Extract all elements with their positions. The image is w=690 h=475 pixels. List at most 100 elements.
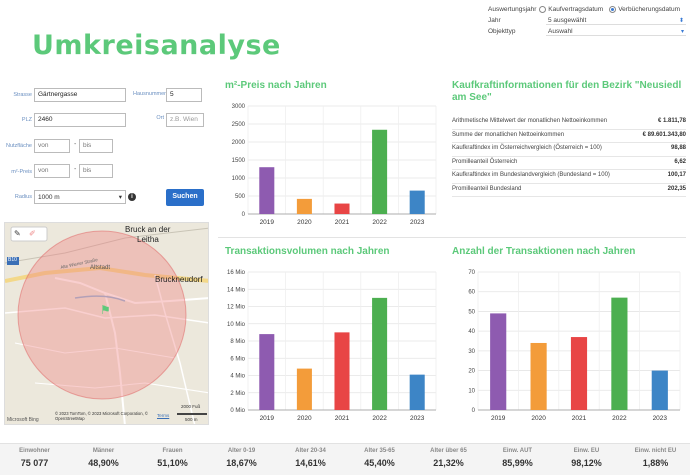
- kpi-label: Kaufkraftindex im Österreichvergleich (Ö…: [452, 145, 602, 151]
- radio-kaufvertragsdatum[interactable]: Kaufvertragsdatum: [539, 6, 603, 13]
- kpi-value: 98,88: [670, 145, 686, 151]
- ort-label: Ort: [156, 115, 164, 121]
- range-dash: -: [74, 141, 77, 148]
- radius-value: 1000 m: [38, 193, 60, 201]
- y-tick-label: 20: [468, 369, 475, 375]
- y-tick-label: 2500: [232, 122, 246, 128]
- y-tick-label: 60: [468, 290, 475, 296]
- map-terms-link[interactable]: Terms: [157, 413, 170, 418]
- range-dash: -: [74, 166, 77, 173]
- chevron-down-icon: ▾: [680, 28, 684, 35]
- x-tick-label: 2020: [531, 415, 546, 422]
- ort-input[interactable]: z.B. Wien: [166, 113, 204, 127]
- bar: [372, 297, 388, 410]
- hausnummer-input[interactable]: 5: [166, 88, 202, 102]
- radio-verbuecherungsdatum[interactable]: Verbücherungsdatum: [609, 6, 680, 13]
- stats-bar: Einwohner 75 077 Männer 48,90% Frauen 51,10…: [0, 443, 690, 475]
- auswertungsjahr-label: Auswertungsjahr: [488, 6, 537, 13]
- bar: [372, 129, 388, 214]
- x-tick-label: 2020: [297, 415, 312, 422]
- x-tick-label: 2023: [410, 415, 425, 422]
- bar: [259, 334, 275, 410]
- stat-label: Männer: [92, 448, 115, 454]
- stat-label: Alter über 65: [430, 448, 467, 454]
- stat-value: 14,61%: [295, 458, 326, 468]
- eraser-icon[interactable]: ✐: [29, 229, 36, 238]
- jahr-label: Jahr: [488, 17, 501, 24]
- radio-icon: [539, 6, 547, 13]
- y-tick-label: 2 Mio: [230, 391, 245, 397]
- location-flag-icon[interactable]: ⚑: [100, 303, 111, 317]
- stat-label: Alter 0-19: [227, 448, 256, 454]
- stat-value: 45,40%: [364, 458, 395, 468]
- x-tick-label: 2022: [372, 219, 387, 226]
- x-tick-label: 2019: [260, 415, 275, 422]
- kpi-label: Kaufkraftindex im Bundeslandvergleich (B…: [452, 172, 610, 178]
- bar: [409, 190, 425, 214]
- radio-label: Kaufvertragsdatum: [548, 6, 604, 13]
- stat-alter-20-34: Alter 20-34 14,61%: [276, 444, 345, 475]
- map-label-town: Leitha: [137, 235, 159, 244]
- stat-alter-35-65: Alter 35-65 45,40%: [345, 444, 414, 475]
- draw-tool-icon[interactable]: ✎: [14, 229, 21, 238]
- y-tick-label: 10: [468, 388, 475, 394]
- map-brand: Microsoft Bing: [7, 417, 39, 423]
- stat-value: 1,88%: [642, 458, 669, 468]
- kpi-row: Arithmetische Mittelwert der monatlichen…: [452, 116, 686, 130]
- kpi-list: Arithmetische Mittelwert der monatlichen…: [452, 116, 686, 197]
- x-tick-label: 2021: [335, 415, 350, 422]
- strasse-label: Strasse: [13, 92, 32, 98]
- y-tick-label: 40: [468, 329, 475, 335]
- jahr-value: 5 ausgewählt: [548, 16, 587, 24]
- m2preis-bis-input[interactable]: bis: [79, 164, 113, 178]
- map-view[interactable]: ✎ ✐ B10 Bruck an der Leitha Bruckneudorf…: [4, 222, 209, 425]
- stat-value: 21,32%: [433, 458, 464, 468]
- strasse-input[interactable]: Gärtnergasse: [34, 88, 126, 102]
- jahr-select[interactable]: 5 ausgewählt ⬍: [546, 17, 686, 25]
- stat-einw-aut: Einw. AUT 85,99%: [483, 444, 552, 475]
- stat-einw-eu: Einw. EU 98,12%: [552, 444, 621, 475]
- map-scale-ft: 2000 Fuß: [181, 404, 201, 409]
- chart-m2-preis: 0 500 1000 1500 2000 2500 3000 2019 2020 2021 2022…: [232, 104, 437, 226]
- map-scale-m: 500 m: [185, 417, 198, 422]
- stat-value: 18,67%: [226, 458, 257, 468]
- search-button[interactable]: Suchen: [166, 189, 204, 206]
- kpi-label: Promilleanteil Bundesland: [452, 185, 522, 192]
- stat-einw-nicht-eu: Einw. nicht EU 1,88%: [621, 444, 690, 475]
- bar: [530, 342, 547, 410]
- y-tick-label: 14 Mio: [227, 287, 246, 293]
- bar: [296, 368, 312, 410]
- stat-alter-ueber-65: Alter über 65 21,32%: [414, 444, 483, 475]
- chart-title-volumen: Transaktionsvolumen nach Jahren: [225, 246, 390, 257]
- m2preis-von-input[interactable]: von: [34, 164, 70, 178]
- x-tick-label: 2023: [653, 415, 668, 422]
- x-tick-label: 2022: [612, 415, 627, 422]
- y-tick-label: 0 Mio: [230, 408, 245, 414]
- y-tick-label: 50: [468, 309, 475, 315]
- bar: [296, 198, 312, 214]
- x-tick-label: 2022: [372, 415, 387, 422]
- y-tick-label: 2000: [232, 140, 246, 146]
- y-tick-label: 1000: [232, 176, 246, 182]
- objekttyp-select[interactable]: Auswahl ▾: [546, 28, 686, 36]
- radius-label: Radius: [14, 194, 32, 200]
- filter-panel: Auswertungsjahr Kaufvertragsdatum Verbüc…: [488, 4, 686, 37]
- stat-value: 75 077: [20, 458, 49, 468]
- info-icon[interactable]: i: [128, 193, 136, 201]
- stat-maenner: Männer 48,90%: [69, 444, 138, 475]
- nutzflaeche-von-input[interactable]: von: [34, 139, 70, 153]
- plz-input[interactable]: 2460: [34, 113, 126, 127]
- radius-select[interactable]: 1000 m ▾: [34, 190, 126, 204]
- y-tick-label: 10 Mio: [227, 322, 246, 328]
- stat-label: Frauen: [162, 448, 183, 454]
- chart-transaktionsvolumen: 0 Mio 2 Mio 4 Mio 6 Mio 8 Mio 10 Mio 12 Mio 14 …: [227, 270, 437, 422]
- y-tick-label: 4 Mio: [230, 374, 245, 380]
- road-shield-b10: B10: [8, 257, 17, 263]
- nutzflaeche-bis-input[interactable]: bis: [79, 139, 113, 153]
- bar: [570, 337, 588, 410]
- y-tick-label: 0: [472, 408, 476, 414]
- stat-label: Einw. EU: [573, 448, 600, 454]
- stat-value: 48,90%: [88, 458, 119, 468]
- y-tick-label: 70: [468, 270, 475, 276]
- m2preis-label: m²-Preis: [11, 169, 32, 175]
